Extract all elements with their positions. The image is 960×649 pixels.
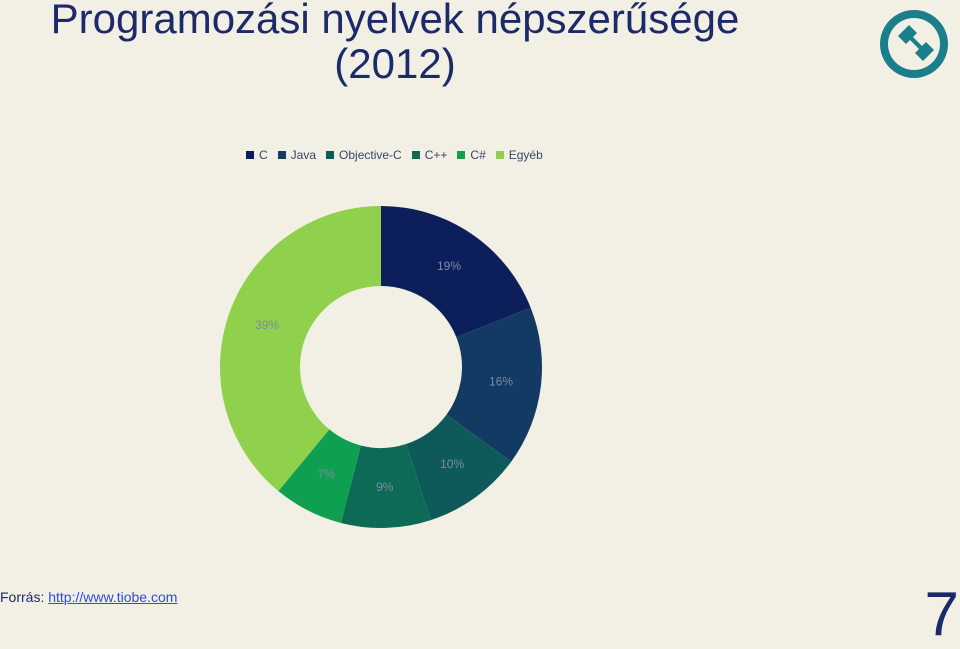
legend-swatch-csharp [457,151,466,159]
legend-label-objective-c: Objective-C [339,148,402,162]
page-number: 7 [924,580,959,649]
donut-label-c-: 7% [317,467,335,481]
donut-label-objective-c: 10% [440,457,464,471]
donut-slice-c [381,206,531,338]
page-title-line-1: Programozási nyelvek népszerűsége [50,0,740,42]
legend-swatch-egyeb [495,151,504,159]
legend-label-c: C [259,148,268,162]
donut-label-c: 19% [437,259,461,273]
wrench-shape [898,25,934,61]
legend-item-cpp: C++ [411,148,448,162]
legend-item-c: C [246,148,268,162]
donut-chart: 19% 16% 10% 9% 7% 39% [220,206,542,528]
legend-swatch-cpp [411,151,420,159]
wrench-icon [878,8,950,80]
donut-label-egy-b: 39% [255,318,279,332]
page-title-line-2: (2012) [334,40,456,87]
legend-label-java: Java [290,148,317,162]
donut-label-c-: 9% [376,480,394,494]
donut-slice-c- [278,429,361,523]
source-link[interactable]: http://www.tiobe.com [48,589,178,605]
legend-item-objective-c: Objective-C [326,148,402,162]
donut-slices [220,206,542,528]
legend-label-egyeb: Egyéb [508,148,543,162]
legend-item-csharp: C# [457,148,486,162]
logo-svg [880,10,948,78]
chart-legend: C Java Objective-C C++ C# Egyéb [246,148,543,162]
donut-label-java: 16% [489,374,513,388]
legend-swatch-objective-c [326,151,335,159]
donut-slice-objective-c [406,414,512,521]
legend-label-csharp: C# [470,148,486,162]
legend-label-cpp: C++ [424,148,448,162]
donut-slice-c- [340,444,431,528]
page-title: Programozási nyelvek népszerűsége (2012) [0,0,790,86]
source-line: Forrás: http://www.tiobe.com [0,589,177,605]
legend-swatch-c [246,151,254,159]
legend-item-java: Java [277,148,317,162]
donut-labels: 19% 16% 10% 9% 7% 39% [255,259,513,494]
source-label: Forrás: [0,589,49,605]
legend-item-egyeb: Egyéb [495,148,543,162]
legend-swatch-java [277,151,286,159]
donut-slice-egy-b [220,206,381,492]
donut-slice-java [446,307,542,462]
